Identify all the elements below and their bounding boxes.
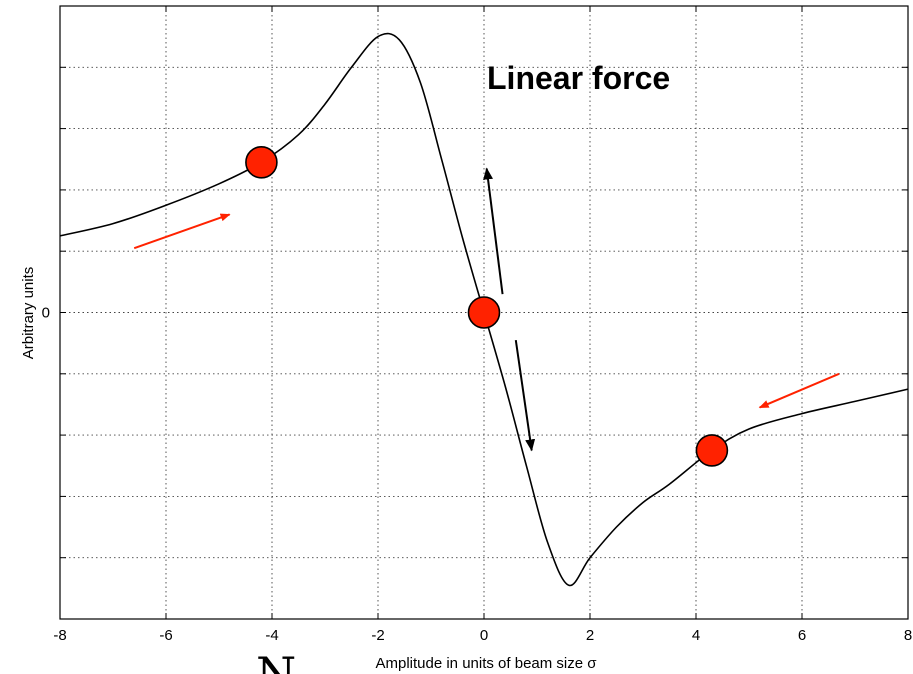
axis-ticks [59, 6, 909, 619]
x-tick-label: -2 [371, 627, 384, 644]
x-tick-label: 6 [798, 627, 806, 644]
black-arrow [514, 339, 536, 452]
particle-marker [245, 146, 278, 179]
y-tick-labels: 0 [42, 305, 50, 322]
direction-arrows [133, 167, 840, 452]
y-tick-label: 0 [42, 305, 50, 322]
y-axis-label: Arbitrary units [20, 267, 37, 360]
x-tick-label: -4 [265, 627, 278, 644]
particle-markers [245, 146, 729, 467]
x-tick-label: 8 [904, 627, 912, 644]
x-axis-label: Amplitude in units of beam size σ [375, 655, 597, 672]
annotation-linear-force: Linear force [487, 60, 670, 96]
particle-marker [467, 296, 501, 329]
x-tick-labels: -8 -6 -4 -2 0 2 4 6 8 [53, 627, 912, 644]
x-tick-label: -6 [159, 627, 172, 644]
red-arrow [133, 213, 231, 250]
black-arrow [483, 167, 504, 295]
x-tick-label: 2 [586, 627, 594, 644]
stray-glyph: N [256, 647, 296, 674]
red-arrow [758, 372, 840, 409]
x-tick-label: -8 [53, 627, 66, 644]
particle-marker [695, 434, 729, 467]
x-tick-label: 4 [692, 627, 700, 644]
x-tick-label: 0 [480, 627, 488, 644]
